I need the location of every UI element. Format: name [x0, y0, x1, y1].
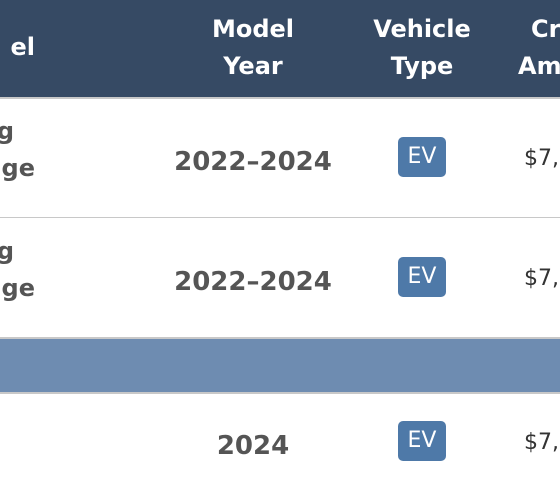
header-model-year: Model Year [148, 11, 358, 85]
group-header-row [0, 337, 560, 392]
header-model-year-line1: Model [211, 15, 295, 43]
row-model-year: 2024 [216, 431, 290, 461]
table-row: g ge 2022–2024 EV $7, [0, 217, 560, 337]
table-row: 2024 EV $7, [0, 392, 560, 488]
row-credit-amount: $7, [524, 146, 559, 171]
header-model: el [10, 33, 35, 61]
header-credit-amount-line1: Cr [531, 15, 560, 43]
row-model-year: 2022–2024 [174, 147, 332, 177]
row-model-line2: ge [1, 154, 35, 182]
row-model-year: 2022–2024 [174, 267, 332, 297]
row-credit-amount: $7, [524, 266, 559, 291]
row-model-line2: ge [1, 274, 35, 302]
header-vehicle-type-line2: Type [390, 52, 454, 80]
row-model-line1: g [0, 117, 14, 145]
row-model-line1: g [0, 237, 14, 265]
table-header: el Model Year Vehicle Type Cr Am [0, 0, 560, 97]
row-model: g ge [0, 233, 35, 307]
row-credit-amount: $7, [524, 430, 559, 455]
header-model-year-line2: Year [223, 52, 283, 80]
vehicle-type-badge: EV [398, 421, 446, 461]
table-row: g ge 2022–2024 EV $7, [0, 97, 560, 217]
row-model: g ge [0, 113, 35, 187]
header-vehicle-type: Vehicle Type [358, 11, 486, 85]
header-credit-amount: Cr Am [518, 11, 560, 85]
vehicle-type-badge: EV [398, 137, 446, 177]
header-credit-amount-line2: Am [518, 52, 560, 80]
header-vehicle-type-line1: Vehicle [373, 15, 471, 43]
vehicle-type-badge: EV [398, 257, 446, 297]
